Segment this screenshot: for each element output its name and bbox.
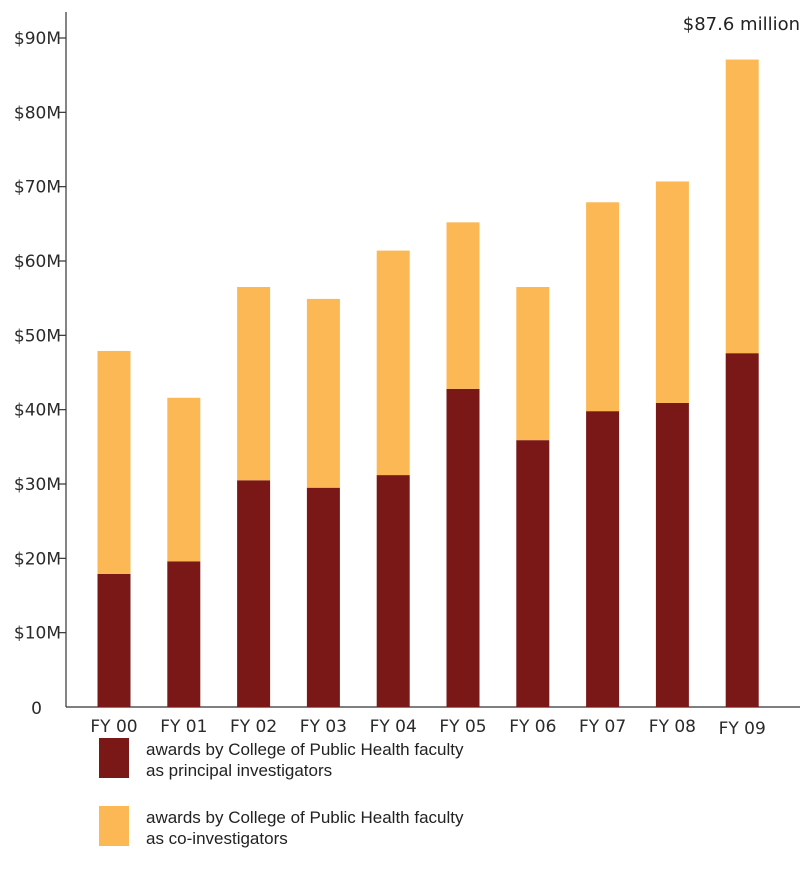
bar-segment-principal: [516, 440, 550, 707]
y-tick-label: $20M: [14, 549, 61, 569]
bar-segment-principal: [446, 388, 480, 707]
legend: awards by College of Public Health facul…: [99, 738, 464, 848]
bar-segment-principal: [237, 480, 271, 707]
y-tick-label: $50M: [14, 326, 61, 346]
legend-label: as principal investigators: [146, 761, 332, 780]
legend-swatch: [99, 738, 129, 778]
y-tick-label: $80M: [14, 103, 61, 123]
bars: [97, 59, 759, 707]
legend-label: as co-investigators: [146, 829, 288, 848]
bar-segment-principal: [586, 411, 620, 707]
bar-segment-co-investigator: [516, 287, 550, 441]
bar-segment-co-investigator: [167, 397, 201, 562]
bar-segment-co-investigator: [655, 181, 689, 403]
bar-segment-principal: [167, 561, 201, 707]
bar-segment-co-investigator: [725, 59, 759, 354]
bar-segment-co-investigator: [237, 287, 271, 481]
x-tick-label: FY 04: [370, 717, 417, 737]
x-tick-label: FY 03: [300, 717, 347, 737]
y-tick-label: 0: [31, 699, 42, 719]
legend-label: awards by College of Public Health facul…: [146, 808, 464, 827]
bar-segment-co-investigator: [97, 350, 131, 574]
x-tick-label: FY 05: [439, 717, 486, 737]
labels: FY 00 FY 01 FY 02 FY 03 FY 04 FY 05 FY 06 FY 07…: [90, 14, 800, 739]
x-tick-label: FY 01: [160, 717, 207, 737]
x-tick-label: FY 09: [719, 719, 766, 739]
axes: 0 $10M $20M $30M $40M $50M $60M $70M $80M $90M: [14, 12, 800, 719]
x-tick-label: FY 08: [649, 717, 696, 737]
bar-segment-co-investigator: [376, 250, 410, 476]
bar-segment-co-investigator: [446, 222, 480, 389]
bar-segment-co-investigator: [306, 298, 340, 488]
x-tick-label: FY 07: [579, 717, 626, 737]
bar-segment-principal: [97, 573, 131, 707]
bar-segment-principal: [376, 475, 410, 707]
bar-segment-principal: [306, 487, 340, 707]
y-tick-label: $30M: [14, 475, 61, 495]
total-annotation: $87.6 million: [683, 14, 800, 35]
legend-swatch: [99, 806, 129, 846]
bar-segment-co-investigator: [586, 202, 620, 412]
bar-segment-principal: [655, 402, 689, 707]
legend-label: awards by College of Public Health facul…: [146, 740, 464, 759]
bar-segment-principal: [725, 353, 759, 707]
y-tick-label: $40M: [14, 401, 61, 421]
y-tick-label: $60M: [14, 252, 61, 272]
y-tick-label: $70M: [14, 178, 61, 198]
x-tick-label: FY 00: [90, 717, 137, 737]
x-tick-label: FY 02: [230, 717, 277, 737]
x-tick-label: FY 06: [509, 717, 556, 737]
y-tick-label: $10M: [14, 624, 61, 644]
y-tick-label: $90M: [14, 29, 61, 49]
